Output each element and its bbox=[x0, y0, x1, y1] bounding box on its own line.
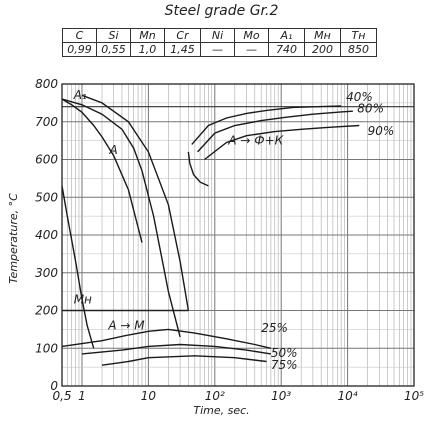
comp-value-tn: 850 bbox=[340, 42, 377, 57]
reference-lines bbox=[62, 106, 414, 312]
x-tick-label: 10³ bbox=[271, 389, 291, 403]
comp-header-mn: Mn bbox=[130, 28, 165, 43]
series-curve-50pct bbox=[81, 343, 272, 355]
y-tick-label: 400 bbox=[35, 228, 58, 242]
comp-value-cr: 1,45 bbox=[164, 42, 201, 57]
annotation-label: 80% bbox=[357, 101, 384, 115]
comp-value-si: 0,55 bbox=[96, 42, 131, 57]
annotation-label: 50% bbox=[271, 346, 298, 360]
tick-labels: 0 100 200 300 400 500 600 700 800 0,5 1 10 10² 10³ 10⁴… bbox=[35, 77, 424, 403]
annotation-label: A → Ф+К bbox=[227, 133, 283, 147]
annotation-label: 25% bbox=[261, 321, 288, 335]
series-curve-25pct bbox=[61, 328, 272, 349]
y-tick-label: 0 bbox=[50, 379, 58, 393]
series-curve-75pct bbox=[101, 355, 267, 366]
y-tick-label: 700 bbox=[35, 115, 58, 129]
x-tick-label: 10⁵ bbox=[404, 389, 424, 403]
comp-value-mn-start: 200 bbox=[304, 42, 341, 57]
series-curve-7 bbox=[187, 151, 209, 187]
y-tick-label: 200 bbox=[35, 304, 58, 318]
comp-value-mn: 1,0 bbox=[130, 42, 165, 57]
composition-table: C Si Mn Cr Ni Mo A₁ Mн Tн 0,99 0,55 1,0 … bbox=[62, 28, 377, 57]
x-tick-label: 10² bbox=[205, 389, 225, 403]
series-curve-3 bbox=[61, 185, 95, 349]
annotation-label: 40% bbox=[346, 90, 373, 104]
chart-title: Steel grade Gr.2 bbox=[164, 3, 279, 19]
y-axis-label: Temperature, °C bbox=[6, 193, 20, 284]
x-tick-label: 10⁴ bbox=[338, 389, 358, 403]
y-tick-label: 300 bbox=[35, 266, 58, 280]
series-curve-80pct bbox=[197, 110, 353, 153]
grid bbox=[61, 84, 414, 386]
annotation-label: 90% bbox=[368, 124, 395, 138]
y-tick-label: 100 bbox=[35, 341, 58, 355]
annotation-label: A bbox=[109, 143, 118, 157]
annotation-label: 75% bbox=[271, 358, 298, 372]
comp-header-mn-start: Mн bbox=[304, 28, 341, 43]
annotation-label: A → M bbox=[107, 318, 145, 332]
y-tick-label: 600 bbox=[35, 153, 58, 167]
annotation-label: Mн bbox=[74, 293, 92, 307]
x-tick-label: 0,5 bbox=[52, 389, 71, 403]
plot-frame bbox=[61, 83, 415, 387]
series-curve-40pct bbox=[191, 105, 342, 145]
y-tick-label: 800 bbox=[35, 77, 58, 91]
annotation-label: A₁ bbox=[73, 88, 87, 102]
y-tick-label: 500 bbox=[35, 190, 58, 204]
series-curve-2 bbox=[81, 94, 190, 311]
x-axis-label: Time, sec. bbox=[193, 404, 250, 417]
series-curve-90pct bbox=[204, 124, 360, 161]
comp-header-tn: Tн bbox=[340, 28, 377, 43]
x-tick-label: 1 bbox=[78, 389, 86, 403]
series-curves bbox=[61, 94, 360, 366]
series-curve-0 bbox=[61, 98, 143, 243]
composition-value-row: 0,99 0,55 1,0 1,45 — — 740 200 850 bbox=[62, 42, 377, 57]
series-curve-1 bbox=[61, 98, 181, 338]
annotations: A₁ A A → Ф+К Mн A → M 40%80% 90% 25% 50%75% bbox=[73, 88, 395, 372]
x-tick-label: 10 bbox=[141, 389, 157, 403]
